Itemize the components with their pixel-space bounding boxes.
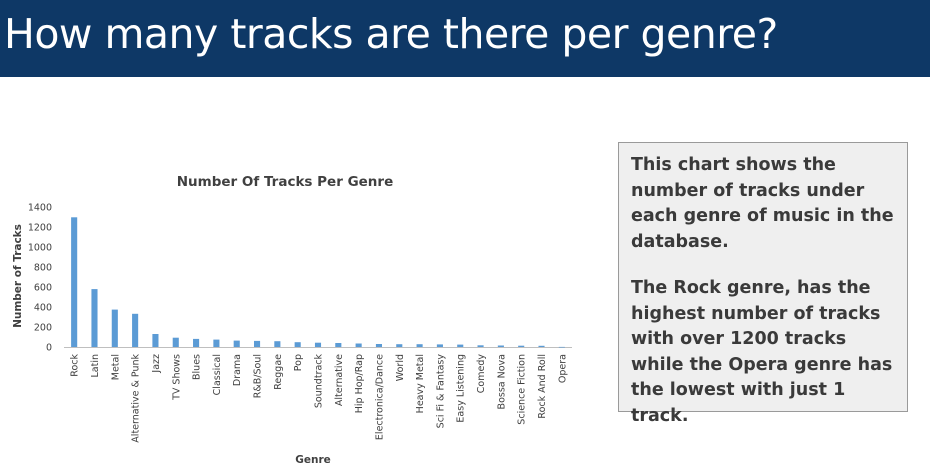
y-tick-label: 200 bbox=[34, 323, 52, 334]
bar bbox=[416, 344, 423, 347]
category-label: TV Shows bbox=[171, 354, 182, 401]
bar bbox=[132, 313, 139, 347]
bar bbox=[233, 340, 240, 347]
category-label: Jazz bbox=[151, 354, 162, 374]
callout-paragraph-2: The Rock genre, has the highest number o… bbox=[631, 278, 893, 426]
category-label: Comedy bbox=[476, 354, 487, 394]
bar bbox=[436, 344, 443, 347]
category-label: Reggae bbox=[273, 354, 284, 390]
category-label: Drama bbox=[232, 354, 243, 386]
y-tick-label: 600 bbox=[34, 283, 52, 294]
bar bbox=[538, 345, 545, 347]
x-axis-label: Genre bbox=[295, 454, 331, 466]
category-labels: Rock Latin Metal Alternative & Punk Jazz TV S… bbox=[70, 354, 569, 443]
bar bbox=[253, 340, 261, 347]
y-tick-label: 1000 bbox=[28, 243, 52, 254]
category-label: Rock And Roll bbox=[537, 354, 548, 419]
category-label: Blues bbox=[192, 354, 203, 380]
category-label: Alternative & Punk bbox=[131, 354, 142, 443]
bar bbox=[314, 342, 322, 347]
y-axis-ticks: 0 200 400 600 800 1000 1200 1400 bbox=[28, 203, 52, 354]
y-tick-label: 1200 bbox=[28, 223, 52, 234]
chart-container: Number Of Tracks Per Genre Number of Tra… bbox=[0, 160, 600, 471]
category-label: Bossa Nova bbox=[496, 354, 507, 409]
callout-paragraph-1: This chart shows the number of tracks un… bbox=[631, 155, 894, 252]
category-label: Easy Listening bbox=[456, 354, 467, 423]
slide-header: How many tracks are there per genre? bbox=[0, 0, 930, 77]
category-label: Latin bbox=[90, 354, 101, 378]
bar bbox=[172, 337, 179, 347]
category-label: R&B/Soul bbox=[253, 354, 264, 398]
category-label: Soundtrack bbox=[314, 354, 325, 409]
category-label: Opera bbox=[557, 354, 568, 383]
y-tick-label: 400 bbox=[34, 303, 52, 314]
category-label: Classical bbox=[212, 354, 223, 395]
bar bbox=[335, 343, 342, 347]
category-label: Hip Hop/Rap bbox=[354, 354, 365, 413]
category-label: Sci Fi & Fantasy bbox=[435, 354, 446, 429]
category-label: Heavy Metal bbox=[415, 354, 426, 413]
category-label: Metal bbox=[110, 354, 121, 380]
bar bbox=[396, 344, 403, 347]
bars-group bbox=[71, 217, 565, 348]
category-label: Electronica/Dance bbox=[374, 354, 385, 440]
y-tick-label: 1400 bbox=[28, 203, 52, 214]
bar bbox=[193, 338, 200, 347]
y-tick-label: 800 bbox=[34, 263, 52, 274]
callout-box: This chart shows the number of tracks un… bbox=[618, 142, 908, 426]
bar bbox=[558, 346, 565, 348]
bar bbox=[294, 342, 301, 347]
bar bbox=[91, 289, 98, 347]
bar bbox=[152, 334, 159, 347]
category-label: Science Fiction bbox=[517, 354, 528, 425]
bar bbox=[355, 343, 362, 347]
category-label: Pop bbox=[293, 354, 304, 371]
slide-title: How many tracks are there per genre? bbox=[4, 10, 778, 58]
bar bbox=[518, 345, 525, 347]
bar bbox=[274, 341, 281, 347]
bar bbox=[375, 344, 383, 347]
bar bbox=[477, 345, 484, 347]
category-label: World bbox=[395, 354, 406, 381]
bar bbox=[111, 309, 118, 347]
bar bbox=[457, 344, 464, 347]
bar bbox=[71, 217, 78, 347]
y-axis-label: Number of Tracks bbox=[12, 224, 24, 328]
chart-title: Number Of Tracks Per Genre bbox=[177, 174, 393, 190]
tracks-per-genre-chart: Number Of Tracks Per Genre Number of Tra… bbox=[12, 174, 572, 466]
category-label: Alternative bbox=[334, 354, 345, 406]
bar bbox=[213, 339, 220, 347]
category-label: Rock bbox=[70, 354, 81, 377]
bar bbox=[497, 345, 504, 347]
y-tick-label: 0 bbox=[46, 343, 52, 354]
